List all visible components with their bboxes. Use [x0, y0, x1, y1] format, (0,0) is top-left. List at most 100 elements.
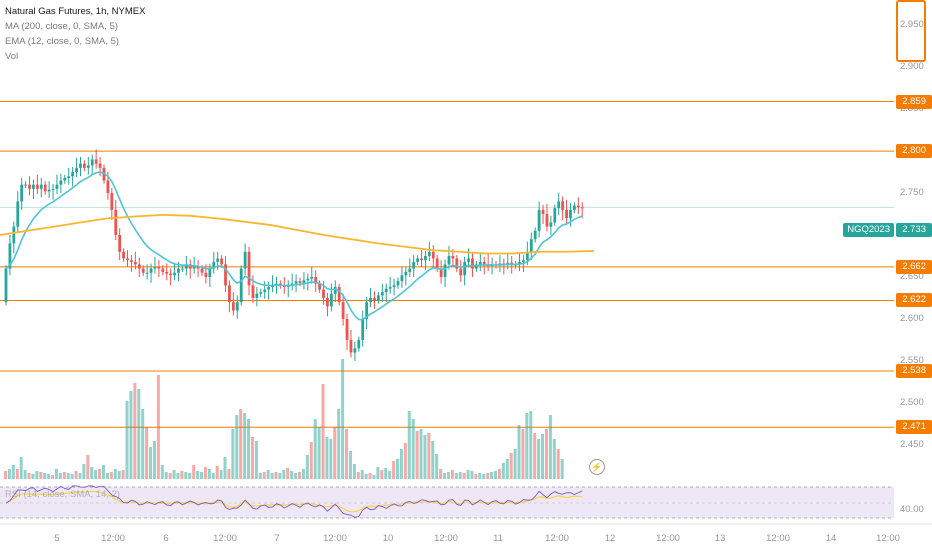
time-axis-tick: 12	[604, 533, 616, 544]
candle-body	[173, 272, 176, 276]
level-price-box[interactable]: 2.622	[896, 293, 932, 308]
candle-body	[408, 268, 412, 272]
volume-bar	[274, 472, 278, 479]
level-price-box[interactable]: 2.538	[896, 363, 932, 378]
candle-body	[400, 275, 404, 282]
candle-body	[412, 261, 416, 269]
candle-body	[435, 258, 439, 269]
candle-body	[333, 287, 337, 294]
volume-bar	[90, 467, 94, 479]
candle-body	[130, 260, 133, 262]
volume-bar	[427, 433, 431, 479]
ma-indicator-label[interactable]: MA (200, close, 0, SMA, 5)	[5, 21, 118, 32]
time-axis-tick: 14	[825, 533, 837, 544]
volume-bar	[121, 470, 125, 479]
volume-bar	[200, 472, 203, 479]
candle-body	[345, 318, 349, 340]
volume-bar	[482, 474, 486, 479]
candle-body	[208, 268, 212, 277]
volume-bar	[278, 473, 282, 479]
candle-body	[231, 302, 235, 311]
time-axis-tick: 10	[382, 533, 394, 544]
candle-body	[455, 258, 459, 269]
candle-body	[239, 268, 243, 303]
candle-body	[39, 184, 43, 189]
candle-body	[545, 214, 549, 227]
candle-body	[196, 266, 200, 269]
ema-indicator-label[interactable]: EMA (12, close, 0, SMA, 5)	[5, 36, 120, 47]
volume-bar	[180, 471, 184, 479]
candle-body	[443, 264, 447, 277]
candle-body	[553, 208, 557, 223]
volume-bar	[415, 431, 419, 479]
candle-body	[220, 258, 223, 265]
candle-body	[71, 172, 75, 177]
candle-body	[126, 258, 129, 261]
candle-body	[51, 188, 55, 190]
candle-body	[94, 159, 98, 164]
level-price-box[interactable]: 2.800	[896, 144, 932, 159]
volume-bar	[105, 473, 109, 479]
volume-bar	[407, 411, 411, 479]
price-axis-tick: 2.650	[900, 270, 924, 282]
level-price-box[interactable]: 2.859	[896, 94, 932, 109]
volume-bar	[149, 447, 153, 479]
time-axis-tick: 12:00	[876, 533, 900, 544]
volume-bar	[497, 469, 501, 479]
volume-bar	[78, 473, 82, 479]
candle-body	[341, 302, 345, 319]
candle-body	[353, 348, 357, 353]
time-axis-tick: 12:00	[545, 533, 569, 544]
volume-bar	[262, 472, 266, 479]
current-price-label: 2.733	[896, 223, 932, 237]
ma-line	[0, 213, 595, 255]
volume-bar	[431, 441, 435, 479]
candle-body	[153, 266, 157, 269]
volume-bar	[321, 384, 325, 479]
level-price-box[interactable]: 2.662	[896, 259, 932, 274]
candle-body	[576, 205, 580, 208]
volume-bar	[341, 359, 345, 479]
symbol-title[interactable]: Natural Gas Futures, 1h, NYMEX	[5, 6, 146, 17]
volume-bar	[172, 470, 176, 479]
candle-body	[67, 176, 71, 178]
volume-bar	[490, 472, 494, 479]
candle-body	[79, 163, 82, 168]
volume-bar	[548, 415, 552, 479]
volume-bar	[525, 413, 529, 479]
candle-body	[561, 201, 565, 210]
volume-bar	[266, 470, 270, 479]
candle-body	[243, 251, 247, 269]
volume-bar	[537, 439, 541, 479]
volume-bar	[54, 469, 58, 479]
time-axis-tick: 11	[493, 533, 503, 544]
level-price-box[interactable]: 2.471	[896, 420, 932, 435]
time-axis-tick: 13	[714, 533, 726, 544]
volume-bar	[372, 475, 376, 479]
volume-bar	[325, 437, 329, 479]
volume-bar	[301, 469, 305, 479]
volume-indicator-label[interactable]: Vol	[5, 51, 19, 62]
volume-bar	[15, 469, 19, 479]
lightning-icon[interactable]: ⚡	[589, 459, 605, 475]
volume-bar	[270, 473, 274, 479]
volume-bar	[43, 473, 47, 479]
candle-body	[224, 264, 227, 286]
volume-bar	[7, 469, 11, 479]
volume-bar	[47, 474, 51, 479]
volume-bar	[207, 469, 211, 479]
volume-bar	[360, 470, 364, 479]
volume-bar	[399, 449, 403, 479]
rsi-indicator-label[interactable]: RSI (14, close, SMA, 14, 2)	[5, 489, 121, 500]
candle-body	[204, 272, 208, 277]
candle-body	[522, 260, 525, 262]
volume-bar	[31, 474, 35, 479]
price-axis-tick: 2.900	[900, 61, 924, 73]
volume-bar	[102, 465, 105, 479]
candle-body	[12, 226, 16, 244]
volume-bar	[117, 471, 121, 479]
volume-bar	[23, 470, 27, 479]
volume-bar	[560, 459, 564, 479]
candle-body	[420, 258, 423, 261]
